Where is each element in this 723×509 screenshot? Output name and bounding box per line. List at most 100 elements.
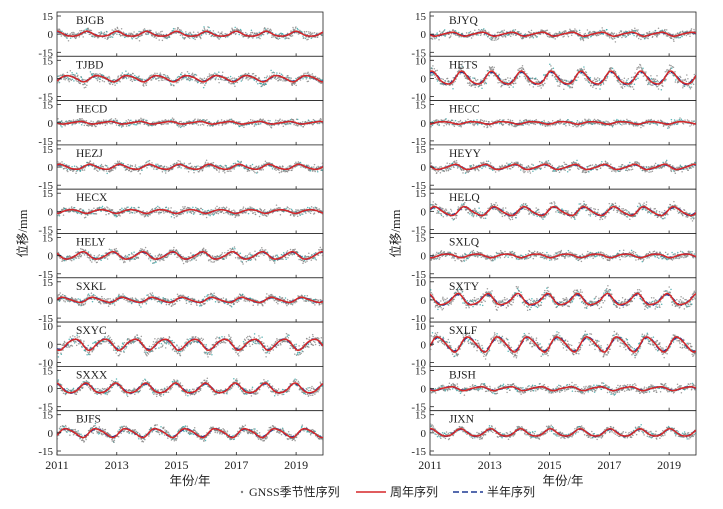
- gnss-point: [211, 255, 214, 257]
- panel-plot-area: [57, 26, 323, 42]
- y-tick-label: 15: [42, 55, 54, 67]
- gnss-point: [87, 293, 90, 295]
- gnss-point: [165, 166, 168, 168]
- gnss-point: [211, 162, 213, 165]
- gnss-point: [183, 125, 185, 128]
- gnss-point: [181, 260, 184, 262]
- gnss-point: [84, 86, 87, 89]
- gnss-point: [177, 166, 179, 169]
- gnss-point: [263, 27, 266, 29]
- gnss-point: [276, 254, 278, 257]
- gnss-point: [105, 256, 107, 259]
- gnss-point: [229, 247, 231, 250]
- gnss-point: [261, 214, 264, 216]
- gnss-point: [60, 295, 63, 297]
- gnss-point: [66, 71, 69, 74]
- gnss-point: [241, 209, 243, 211]
- gnss-point: [266, 215, 268, 218]
- gnss-point: [103, 297, 106, 300]
- gnss-point: [239, 121, 241, 123]
- gnss-point: [89, 71, 92, 73]
- gnss-point: [167, 123, 169, 125]
- gnss-point: [134, 123, 136, 126]
- gnss-point: [75, 37, 77, 39]
- gnss-point: [99, 301, 101, 304]
- gnss-point: [121, 207, 123, 209]
- gnss-point: [110, 123, 112, 125]
- gnss-point: [279, 207, 281, 209]
- gnss-point: [119, 258, 122, 260]
- y-tick-label: 15: [42, 100, 54, 112]
- gnss-point: [221, 124, 224, 127]
- gnss-point: [149, 213, 151, 216]
- gnss-point: [238, 75, 240, 78]
- gnss-point: [221, 166, 224, 168]
- panel-plot-area: [57, 159, 323, 175]
- gnss-point: [206, 300, 209, 302]
- gnss-point: [121, 34, 124, 37]
- gnss-point: [116, 250, 119, 253]
- gnss-point: [310, 259, 313, 261]
- gnss-point: [83, 169, 86, 171]
- gnss-point: [218, 171, 220, 173]
- gnss-point: [71, 78, 74, 80]
- gnss-point: [221, 207, 223, 209]
- gnss-point: [150, 294, 153, 297]
- gnss-point: [175, 215, 178, 218]
- gnss-point: [193, 298, 196, 301]
- gnss-point: [210, 122, 212, 124]
- gnss-point: [231, 247, 234, 249]
- gnss-point: [77, 32, 80, 34]
- gnss-point: [63, 259, 66, 262]
- gnss-point: [289, 207, 291, 210]
- gnss-point: [119, 81, 121, 83]
- gnss-point: [96, 261, 98, 263]
- gnss-point: [138, 75, 140, 77]
- gnss-point: [230, 118, 233, 121]
- gnss-point: [180, 73, 182, 76]
- gnss-point: [141, 118, 143, 121]
- gnss-point: [132, 72, 134, 75]
- gnss-point: [308, 211, 310, 213]
- gnss-point: [255, 81, 258, 83]
- gnss-point: [94, 259, 96, 262]
- gnss-point: [147, 251, 149, 253]
- gnss-point: [319, 122, 321, 124]
- gnss-point: [106, 255, 108, 258]
- gnss-point: [162, 73, 165, 76]
- gnss-point: [92, 121, 94, 123]
- gnss-point: [58, 215, 61, 217]
- gnss-point: [285, 251, 288, 253]
- gnss-point: [146, 31, 148, 34]
- gnss-point: [261, 33, 264, 35]
- gnss-point: [181, 294, 183, 297]
- gnss-point: [194, 73, 197, 76]
- panel-plot-area: [57, 292, 323, 308]
- gnss-point: [218, 168, 221, 171]
- gnss-point: [73, 165, 76, 167]
- gnss-point: [234, 216, 236, 219]
- gnss-point: [205, 119, 207, 122]
- gnss-point: [231, 27, 233, 29]
- gnss-point: [187, 171, 190, 173]
- gnss-point: [243, 124, 245, 127]
- gnss-point: [151, 162, 153, 164]
- gnss-point: [278, 76, 280, 79]
- gnss-point: [302, 262, 304, 265]
- gnss-point: [319, 249, 321, 251]
- gnss-point: [293, 215, 295, 217]
- gnss-point: [149, 260, 152, 262]
- gnss-point: [233, 168, 235, 170]
- gnss-point: [290, 208, 293, 211]
- gnss-point: [278, 119, 281, 122]
- gnss-point: [281, 119, 283, 122]
- gnss-point: [205, 77, 208, 80]
- gnss-point: [75, 257, 78, 259]
- gnss-point: [306, 260, 308, 262]
- gnss-point: [294, 214, 296, 216]
- gnss-point: [182, 206, 184, 208]
- gnss-point: [87, 294, 89, 296]
- gnss-point: [147, 160, 149, 162]
- gnss-point: [134, 297, 137, 299]
- gnss-point: [60, 125, 62, 127]
